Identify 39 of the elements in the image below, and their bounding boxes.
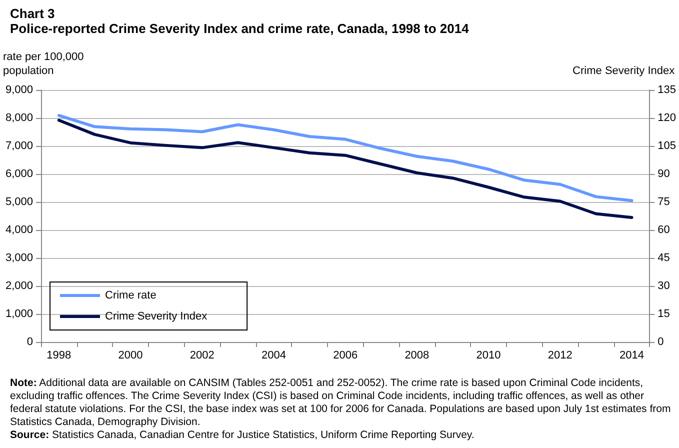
x-tick-label: 1998 [46, 350, 72, 362]
chart-title: Chart 3 [10, 6, 55, 21]
y-tick-label: 9,000 [5, 84, 33, 96]
line-series [57, 118, 634, 219]
y-tick-label: 8,000 [5, 112, 33, 124]
y-tick-label: 3,000 [5, 252, 33, 264]
y-axis-title: rate per 100,000 population [3, 51, 84, 77]
y-tick-label: 6,000 [5, 168, 33, 180]
y-tick-label: 5,000 [5, 196, 33, 208]
chart-subtitle: Police-reported Crime Severity Index and crime rate, Canada, 1998 to 2014 [10, 21, 470, 36]
x-tick-label: 2012 [548, 350, 572, 362]
y2-tick-label: 135 [658, 84, 676, 96]
x-tick-label: 2006 [333, 350, 358, 362]
y2-tick-label: 105 [658, 140, 676, 152]
source-note: Source: Statistics Canada, Canadian Centre for Justice Statistics, Uniform Crime Reporting Survey. [10, 429, 474, 441]
line-series [57, 114, 634, 202]
y-tick-label: 2,000 [5, 280, 33, 292]
y2-tick-label: 90 [658, 168, 670, 180]
y2-tick-label: 15 [658, 308, 670, 320]
y2-axis-title: Crime Severity Index [572, 65, 676, 77]
x-tick-label: 2014 [620, 350, 644, 362]
x-tick-label: 2008 [404, 350, 430, 362]
x-tick-label: 2004 [261, 350, 286, 362]
legend-label: Crime rate [105, 290, 156, 302]
y2-tick-label: 0 [658, 336, 664, 348]
x-tick-label: 2010 [476, 350, 501, 362]
y2-tick-label: 45 [658, 252, 670, 264]
y2-tick-label: 120 [658, 112, 676, 124]
x-tick-label: 2000 [118, 350, 143, 362]
text: Note: Additional data are available on CANSIM (Tables 252-0051 and 252-0052). The crime rate is based upon Criminal Code incidents, excluding traffic offences. The Crime Severity Index (CSI) is based on Criminal Code incidents, including traffic offences, as well as other federal statute violations. For the CSI, the base index was set at 100 for 2006 for Canada. Populations are based upon July 1st estimates from Statistics Canada, Demography Division. [10, 377, 671, 428]
y-tick-label: 4,000 [5, 224, 33, 236]
y2-tick-label: 30 [658, 280, 670, 292]
y-tick-label: 0 [26, 336, 33, 348]
y-tick-label: 7,000 [5, 140, 33, 152]
x-tick-label: 2002 [190, 350, 214, 362]
legend-label: Crime Severity Index [105, 310, 208, 322]
y2-tick-label: 60 [658, 224, 670, 236]
y-tick-label: 1,000 [5, 308, 33, 320]
y2-tick-label: 75 [658, 196, 670, 208]
